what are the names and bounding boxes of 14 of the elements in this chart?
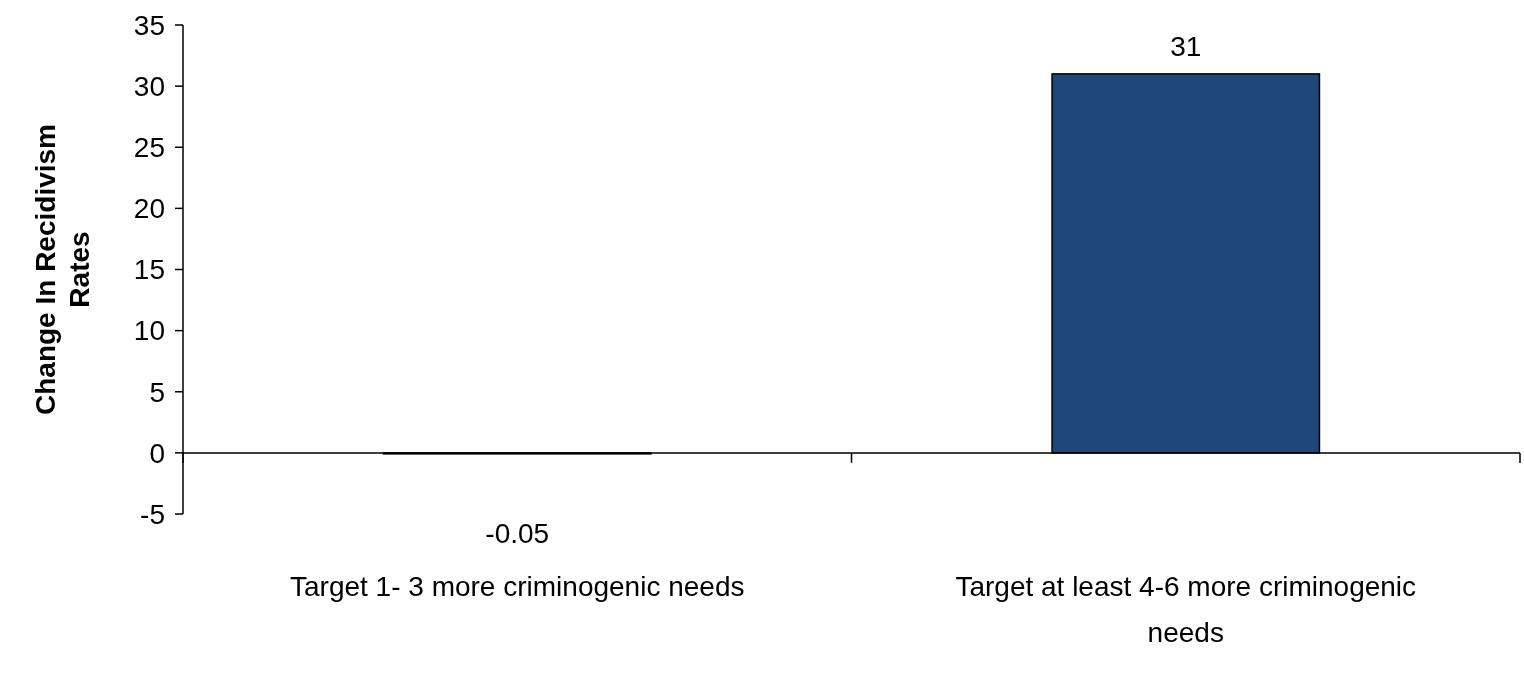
y-tick-label: 30: [133, 70, 165, 102]
data-label: -0.05: [485, 517, 550, 549]
y-tick-label: -5: [140, 498, 165, 530]
y-tick-label: 5: [149, 376, 165, 408]
y-tick-label: 0: [149, 437, 165, 469]
x-tick-label: Target 1- 3 more criminogenic needs: [290, 571, 745, 602]
x-tick-label: Target at least 4-6 more criminogenic needs: [955, 571, 1417, 648]
y-tick-label: 20: [133, 193, 165, 225]
y-axis-title: Change In Recidivism Rates: [30, 124, 95, 415]
y-tick-label: 15: [133, 254, 165, 286]
y-tick-label: 35: [133, 9, 165, 41]
y-tick-label: 25: [133, 132, 165, 164]
y-tick-label: 10: [133, 315, 165, 347]
data-label: 31: [1170, 30, 1202, 62]
